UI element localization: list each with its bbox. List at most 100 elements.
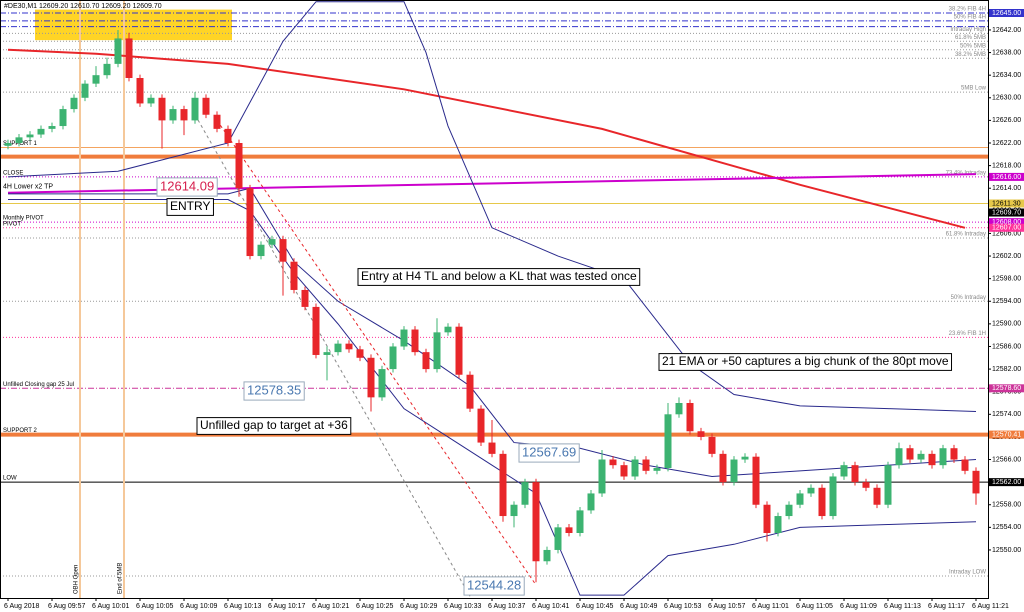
- candle-body: [576, 510, 584, 533]
- candle-body: [180, 109, 188, 121]
- indicator-line: [194, 114, 471, 597]
- y-tick-label: 12566.00: [992, 456, 1021, 463]
- x-tick-label: 6 Aug 11:09: [840, 603, 877, 610]
- candle-body: [928, 453, 936, 466]
- candle-body: [818, 487, 826, 517]
- y-tick-label: 12554.00: [992, 524, 1021, 531]
- candle-body: [224, 128, 232, 143]
- x-tick-label: 6 Aug 10:53: [664, 603, 701, 610]
- candle-body: [37, 128, 45, 135]
- level-left-label: Monthly PIVOT: [3, 216, 44, 222]
- level-left-label: SUPPORT 1: [3, 141, 37, 147]
- candle-body: [488, 442, 496, 454]
- indicator-label: 4H Lower x2 TP: [3, 184, 53, 191]
- level-left-label: LOW: [3, 476, 17, 482]
- y-tick-label: 12594.00: [992, 298, 1021, 305]
- candle-body: [774, 516, 782, 533]
- candle-body: [81, 83, 89, 98]
- x-tick-label: 6 Aug 10:49: [620, 603, 657, 610]
- candle-body: [675, 403, 683, 415]
- candle-body: [510, 504, 518, 517]
- y-tick-label: 12614.00: [992, 185, 1021, 192]
- x-tick-label: 6 Aug 10:17: [268, 603, 305, 610]
- axis-price-label: 12570.41: [992, 431, 1021, 438]
- candle-body: [125, 38, 133, 78]
- y-tick-label: 12618.00: [992, 162, 1021, 169]
- candle-body: [642, 459, 650, 471]
- candle-body: [136, 78, 144, 104]
- y-tick-label: 12626.00: [992, 117, 1021, 124]
- y-tick-label: 12630.00: [992, 95, 1021, 102]
- annotation-box: [243, 381, 305, 401]
- level-label: 50% FIB 4H: [954, 14, 986, 20]
- candle-body: [917, 453, 925, 460]
- x-tick-label: 6 Aug 11:13: [884, 603, 921, 610]
- indicator-line: [216, 120, 537, 586]
- annotation: 12578.35: [247, 382, 301, 397]
- axis-price-label: 12578.60: [992, 385, 1021, 392]
- axis-price-box: [989, 218, 1024, 227]
- y-tick-label: 12586.00: [992, 343, 1021, 350]
- candle-body: [862, 482, 870, 488]
- axis-price-box: [989, 384, 1024, 393]
- candle-body: [367, 357, 375, 398]
- candle-body: [884, 465, 892, 505]
- candle-body: [356, 349, 364, 358]
- annotation: 21 EMA or +50 captures a big chunk of th…: [662, 354, 949, 368]
- candle-body: [422, 352, 430, 370]
- indicator-line: [8, 187, 977, 477]
- axis-price-box: [989, 223, 1024, 232]
- candle-body: [972, 470, 980, 494]
- candle-body: [554, 527, 562, 550]
- candle-body: [620, 465, 628, 477]
- indicator-line: [7, 1, 977, 412]
- annotation: 12544.28: [467, 577, 521, 592]
- candle-body: [268, 239, 276, 245]
- candle-body: [499, 453, 507, 517]
- annotation: Entry at H4 TL and below a KL that was t…: [361, 269, 637, 283]
- candle-body: [796, 493, 804, 505]
- candle-body: [565, 527, 573, 533]
- candle-body: [521, 482, 529, 505]
- candle-body: [147, 97, 155, 104]
- candle-body: [334, 343, 342, 353]
- level-label: 50% 5MB: [960, 43, 986, 49]
- candle-body: [477, 408, 485, 443]
- candle-body: [939, 448, 947, 466]
- level-label: 50% Intraday: [951, 295, 986, 301]
- annotation-box: [166, 198, 214, 216]
- candle-body: [950, 448, 958, 460]
- level-left-label: SUPPORT 2: [3, 428, 37, 434]
- y-tick-label: 12558.00: [992, 502, 1021, 509]
- candle-body: [48, 126, 56, 129]
- candle-body: [763, 504, 771, 533]
- x-tick-label: 6 Aug 09:57: [48, 603, 85, 610]
- annotation: ENTRY: [170, 199, 210, 213]
- candle-body: [686, 403, 694, 432]
- candle-body: [246, 188, 254, 257]
- level-label: Intraday LOW: [949, 570, 986, 576]
- y-tick-label: 12606.00: [992, 230, 1021, 237]
- annotation: Unfilled gap to target at +36: [200, 418, 348, 432]
- vertical-line-label: OBH Open: [74, 565, 80, 594]
- candle-body: [70, 97, 78, 110]
- axis-price-box: [989, 9, 1024, 17]
- axis-price-box: [989, 430, 1024, 439]
- y-tick-label: 12638.00: [992, 49, 1021, 56]
- candle-body: [444, 326, 452, 333]
- x-tick-label: 6 Aug 11:17: [928, 603, 965, 610]
- y-tick-label: 12602.00: [992, 253, 1021, 260]
- y-tick-label: 12642.00: [992, 27, 1021, 34]
- candle-body: [730, 459, 738, 483]
- annotation-box: [357, 268, 641, 286]
- candle-body: [345, 343, 353, 350]
- candle-body: [873, 487, 881, 505]
- candle-body: [543, 549, 551, 562]
- axis-price-box: [989, 208, 1024, 217]
- candle-body: [433, 332, 441, 370]
- candle-body: [807, 487, 815, 494]
- level-label: 5MB Low: [961, 86, 987, 92]
- x-tick-label: 6 Aug 2018: [4, 603, 40, 610]
